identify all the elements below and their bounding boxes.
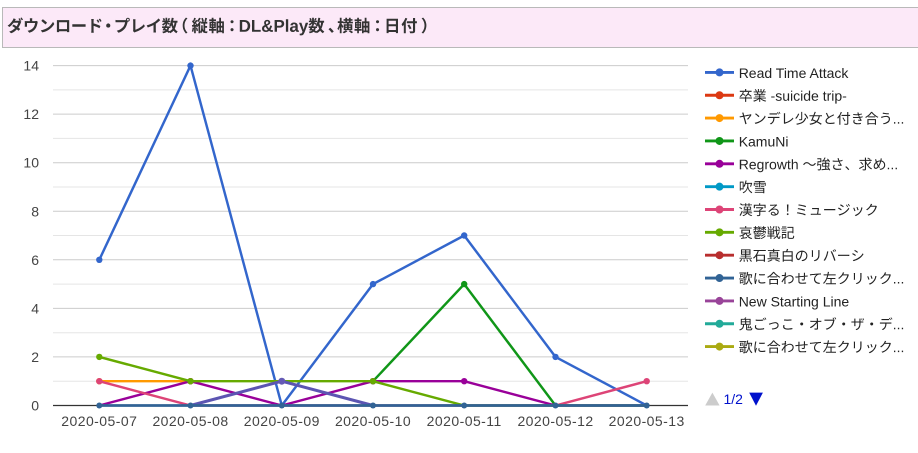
svg-text:Read Time Attack: Read Time Attack <box>739 65 850 81</box>
svg-text:KamuNi: KamuNi <box>739 133 789 149</box>
svg-text:2020-05-11: 2020-05-11 <box>427 413 502 429</box>
svg-text:8: 8 <box>31 203 39 219</box>
svg-text:1/2: 1/2 <box>724 391 744 407</box>
svg-text:12: 12 <box>23 106 39 122</box>
svg-text:2020-05-13: 2020-05-13 <box>609 413 685 429</box>
svg-text:New Starting Line: New Starting Line <box>739 293 850 309</box>
svg-text:14: 14 <box>23 58 39 74</box>
svg-text:2: 2 <box>31 349 39 365</box>
svg-text:2020-05-07: 2020-05-07 <box>61 413 137 429</box>
svg-text:6: 6 <box>31 252 39 268</box>
svg-text:2020-05-08: 2020-05-08 <box>152 413 228 429</box>
svg-text:2020-05-12: 2020-05-12 <box>517 413 593 429</box>
svg-text:10: 10 <box>23 155 39 171</box>
svg-text:0: 0 <box>31 398 39 414</box>
svg-text:2020-05-09: 2020-05-09 <box>244 413 320 429</box>
svg-text:2020-05-10: 2020-05-10 <box>335 413 411 429</box>
svg-text:4: 4 <box>31 300 39 316</box>
